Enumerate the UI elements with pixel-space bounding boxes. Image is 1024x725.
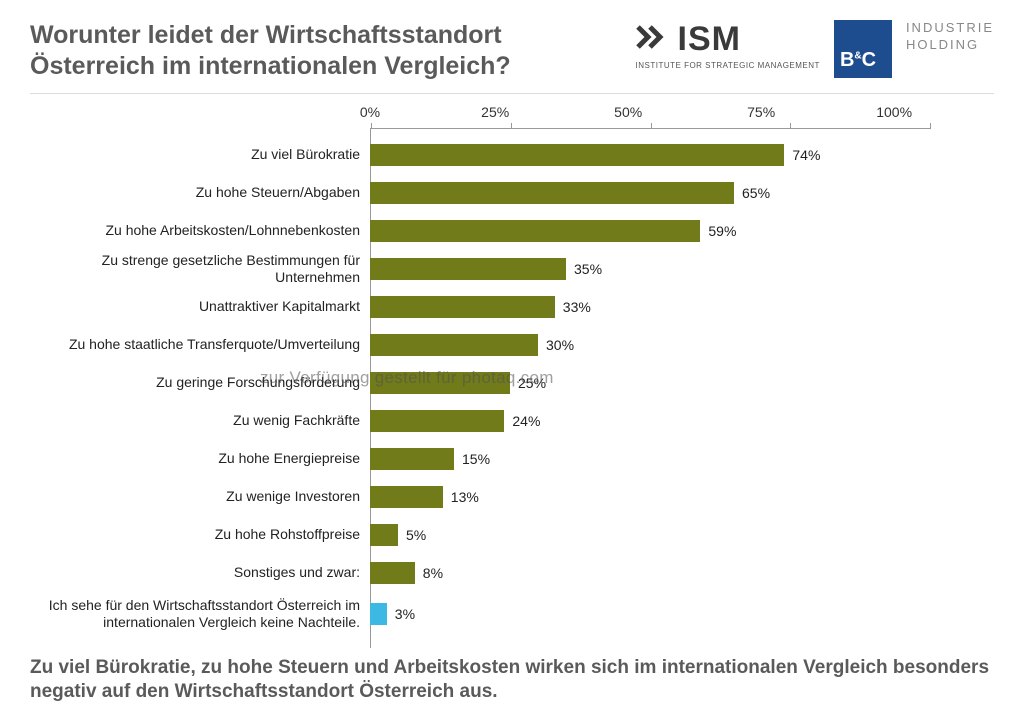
chart-row: Zu geringe Forschungsförderung 25% (30, 364, 930, 402)
category-label: Sonstiges und zwar: (30, 564, 370, 580)
chart-row: Zu strenge gesetzliche Bestimmungen für … (30, 250, 930, 288)
bc-text: B&C (840, 49, 876, 72)
bar (370, 372, 510, 394)
value-label: 59% (708, 223, 736, 239)
bar-wrap: 74% (370, 136, 930, 174)
tick-mark (511, 123, 512, 129)
bar-wrap: 13% (370, 478, 930, 516)
chart-row: Zu hohe Steuern/Abgaben 65% (30, 174, 930, 212)
bar (370, 220, 700, 242)
tick-mark (790, 123, 791, 129)
category-label: Zu strenge gesetzliche Bestimmungen für … (30, 252, 370, 284)
chart-row: Zu hohe Energiepreise 15% (30, 440, 930, 478)
value-label: 13% (451, 489, 479, 505)
value-label: 24% (512, 413, 540, 429)
bar-wrap: 35% (370, 250, 930, 288)
xtick-4: 100% (876, 104, 912, 128)
page-title: Worunter leidet der Wirtschaftsstandort … (30, 20, 550, 83)
chart-row: Zu hohe staatliche Transferquote/Umverte… (30, 326, 930, 364)
category-label: Zu wenige Investoren (30, 488, 370, 504)
chart-row: Zu wenig Fachkräfte 24% (30, 402, 930, 440)
bar (370, 296, 555, 318)
bar-wrap: 33% (370, 288, 930, 326)
value-label: 33% (563, 299, 591, 315)
bar-wrap: 65% (370, 174, 930, 212)
summary-text: Zu viel Bürokratie, zu hohe Steuern und … (30, 656, 994, 705)
ih-line1: INDUSTRIE (906, 20, 994, 37)
xtick-3: 75% (747, 104, 775, 128)
value-label: 15% (462, 451, 490, 467)
bar-wrap: 5% (370, 516, 930, 554)
bar-wrap: 3% (370, 592, 930, 636)
xtick-0: 0% (360, 104, 380, 128)
bar (370, 410, 504, 432)
value-label: 74% (792, 147, 820, 163)
value-label: 8% (423, 565, 443, 581)
category-label: Zu viel Bürokratie (30, 146, 370, 162)
chart-row: Zu viel Bürokratie 74% (30, 136, 930, 174)
bar (370, 448, 454, 470)
bars-container: Zu viel Bürokratie 74% Zu hohe Steuern/Abg… (30, 136, 930, 636)
value-label: 65% (742, 185, 770, 201)
category-label: Zu geringe Forschungsförderung (30, 374, 370, 390)
value-label: 25% (518, 375, 546, 391)
bar (370, 258, 566, 280)
chart: 0% 25% 50% 75% 100% Zu viel Bürokratie 74… (30, 104, 990, 654)
bar-wrap: 8% (370, 554, 930, 592)
header: Worunter leidet der Wirtschaftsstandort … (30, 20, 994, 83)
category-label: Zu hohe Arbeitskosten/Lohnnebenkosten (30, 222, 370, 238)
chart-row: Sonstiges und zwar: 8% (30, 554, 930, 592)
value-label: 35% (574, 261, 602, 277)
bar-wrap: 25% (370, 364, 930, 402)
bar (370, 182, 734, 204)
bar (370, 603, 387, 625)
bar (370, 524, 398, 546)
category-label: Zu hohe Steuern/Abgaben (30, 184, 370, 200)
slide: Worunter leidet der Wirtschaftsstandort … (0, 0, 1024, 725)
category-label: Zu hohe staatliche Transferquote/Umverte… (30, 336, 370, 352)
bar (370, 562, 415, 584)
category-label: Unattraktiver Kapitalmarkt (30, 298, 370, 314)
category-label: Zu hohe Rohstoffpreise (30, 526, 370, 542)
ism-text: ISM (678, 20, 741, 59)
tick-mark (651, 123, 652, 129)
chart-row: Zu hohe Rohstoffpreise 5% (30, 516, 930, 554)
logos: ISM INSTITUTE FOR STRATEGIC MANAGEMENT B… (636, 20, 994, 78)
bar-wrap: 15% (370, 440, 930, 478)
chart-row: Zu hohe Arbeitskosten/Lohnnebenkosten 59% (30, 212, 930, 250)
logo-ism-row: ISM (636, 20, 741, 59)
ism-subtitle: INSTITUTE FOR STRATEGIC MANAGEMENT (636, 61, 820, 70)
value-label: 3% (395, 606, 415, 622)
chart-row: Ich sehe für den Wirtschaftsstandort Öst… (30, 592, 930, 636)
divider (30, 93, 994, 94)
category-label: Zu hohe Energiepreise (30, 450, 370, 466)
xtick-1: 25% (481, 104, 509, 128)
category-label: Zu wenig Fachkräfte (30, 412, 370, 428)
bar-wrap: 30% (370, 326, 930, 364)
logo-bc: B&C (834, 20, 892, 78)
bar-wrap: 24% (370, 402, 930, 440)
bar (370, 486, 443, 508)
logo-ism: ISM INSTITUTE FOR STRATEGIC MANAGEMENT (636, 20, 820, 70)
value-label: 5% (406, 527, 426, 543)
ih-line2: HOLDING (906, 37, 994, 54)
bar-wrap: 59% (370, 212, 930, 250)
tick-mark (930, 123, 931, 129)
logo-industrie-holding: INDUSTRIE HOLDING (906, 20, 994, 54)
category-label: Ich sehe für den Wirtschaftsstandort Öst… (30, 597, 370, 629)
xtick-2: 50% (614, 104, 642, 128)
bar (370, 144, 784, 166)
ism-arrows-icon (636, 23, 672, 56)
bar (370, 334, 538, 356)
tick-mark (371, 123, 372, 129)
chart-row: Unattraktiver Kapitalmarkt 33% (30, 288, 930, 326)
chart-row: Zu wenige Investoren 13% (30, 478, 930, 516)
value-label: 30% (546, 337, 574, 353)
